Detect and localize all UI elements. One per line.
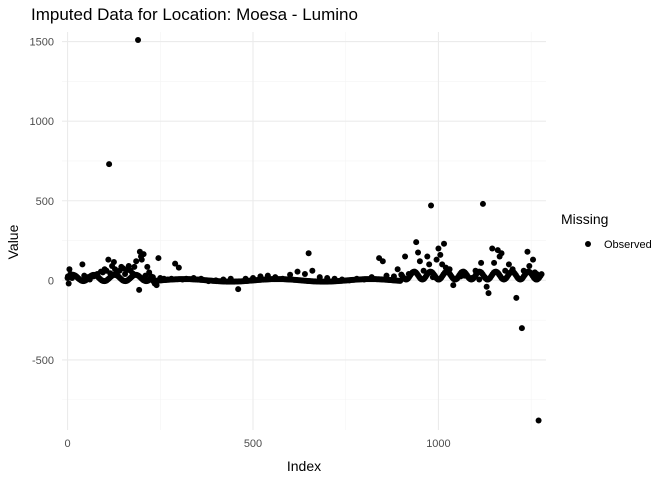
- data-point: [476, 276, 483, 283]
- data-point: [133, 258, 140, 265]
- data-point: [287, 271, 294, 278]
- x-tick-label: 500: [244, 438, 262, 450]
- data-point: [379, 258, 386, 265]
- chart-title: Imputed Data for Location: Moesa - Lumin…: [31, 5, 358, 24]
- data-point: [301, 270, 308, 277]
- data-point: [437, 251, 444, 258]
- data-point: [305, 250, 312, 257]
- data-point: [416, 258, 423, 265]
- data-point: [394, 266, 401, 273]
- y-axis-title: Value: [5, 224, 21, 259]
- grid: [62, 32, 546, 430]
- legend: Missing Observed: [561, 211, 652, 251]
- data-point: [235, 286, 242, 293]
- data-point: [424, 253, 431, 260]
- legend-label-observed: Observed: [604, 239, 652, 251]
- data-point: [144, 263, 151, 270]
- data-point: [79, 261, 86, 268]
- data-point: [478, 259, 485, 266]
- data-point: [524, 248, 531, 255]
- legend-key-observed: [585, 241, 591, 247]
- data-point: [441, 240, 448, 247]
- data-point: [413, 239, 420, 246]
- data-point: [294, 268, 301, 275]
- data-point: [526, 263, 533, 270]
- data-point: [498, 250, 505, 257]
- data-point: [538, 271, 545, 278]
- data-point: [435, 245, 442, 252]
- data-point: [485, 290, 492, 297]
- data-point: [428, 202, 435, 209]
- x-tick-label: 0: [65, 438, 71, 450]
- data-point: [483, 283, 490, 290]
- data-point: [65, 280, 72, 287]
- data-point: [450, 282, 457, 289]
- data-point: [415, 249, 422, 256]
- y-tick-label: -500: [32, 355, 54, 367]
- data-points: [64, 36, 545, 424]
- data-point: [138, 256, 145, 263]
- data-point: [420, 267, 427, 274]
- data-point: [140, 251, 147, 258]
- data-point: [131, 263, 138, 270]
- data-point: [125, 263, 132, 270]
- data-point: [402, 253, 409, 260]
- data-point: [535, 417, 542, 424]
- y-tick-label: 1500: [30, 37, 54, 49]
- x-axis-title: Index: [287, 458, 321, 474]
- data-point: [518, 325, 525, 332]
- data-point: [489, 245, 496, 252]
- data-point: [479, 200, 486, 207]
- data-point: [136, 286, 143, 293]
- y-tick-label: 1000: [30, 116, 54, 128]
- data-point: [530, 256, 537, 263]
- y-tick-label: 500: [36, 196, 54, 208]
- tick-labels: 0 500 1000 -500 0 500 1000 1500: [30, 37, 451, 450]
- x-tick-label: 1000: [426, 438, 450, 450]
- data-point: [513, 294, 520, 301]
- data-point: [66, 266, 73, 273]
- data-point: [172, 260, 179, 267]
- data-point: [155, 255, 162, 262]
- data-point: [309, 267, 316, 274]
- legend-title: Missing: [561, 211, 608, 227]
- data-point: [110, 259, 117, 266]
- y-tick-label: 0: [48, 275, 54, 287]
- data-point: [106, 161, 113, 168]
- data-point: [505, 261, 512, 268]
- data-point: [135, 36, 142, 43]
- data-point: [175, 264, 182, 271]
- data-point: [433, 256, 440, 263]
- data-point: [105, 256, 112, 263]
- data-point: [426, 261, 433, 268]
- data-point: [491, 259, 498, 266]
